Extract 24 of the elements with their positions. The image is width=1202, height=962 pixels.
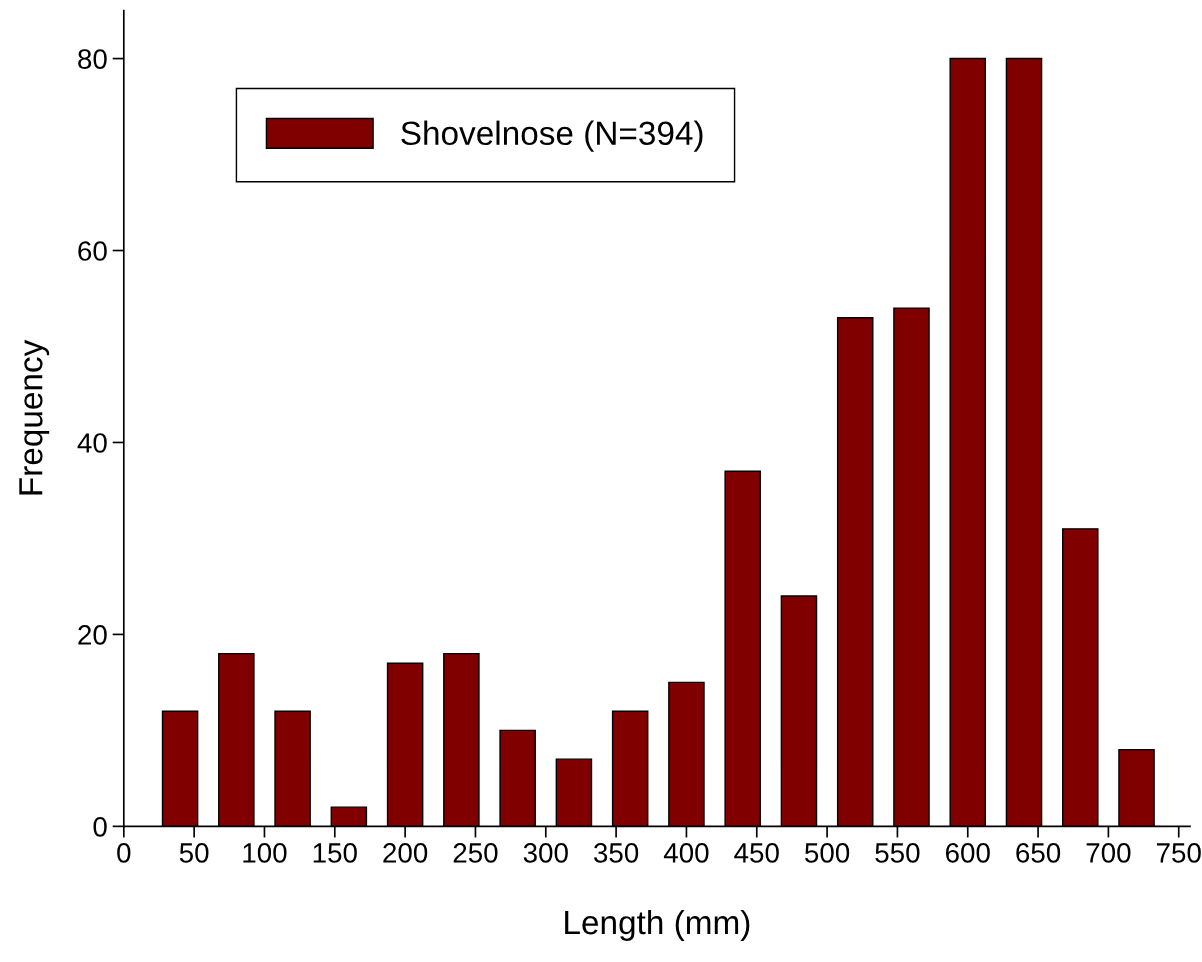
x-tick-label: 250 — [453, 843, 498, 863]
y-tick-label: 0 — [93, 817, 107, 837]
y-tick-label: 80 — [78, 49, 107, 69]
x-tick-label: 350 — [593, 843, 639, 863]
y-tick-label: 40 — [77, 433, 107, 453]
x-tick-label: 450 — [734, 843, 779, 863]
x-tick-label: 150 — [313, 843, 357, 863]
y-tick-label: 20 — [78, 625, 107, 645]
x-tick-label: 750 — [1156, 843, 1201, 863]
legend-label: Shovelnose (N=394) — [401, 120, 703, 152]
x-tick-label: 400 — [663, 843, 709, 863]
x-tick-label: 100 — [243, 843, 287, 863]
x-tick-label: 200 — [383, 843, 428, 863]
y-tick-label: 60 — [78, 241, 107, 261]
x-tick-label: 50 — [179, 843, 209, 863]
x-tick-label: 550 — [875, 843, 920, 863]
x-tick-label: 650 — [1016, 843, 1061, 863]
x-tick-label: 300 — [523, 843, 568, 863]
x-tick-label: 500 — [805, 843, 850, 863]
x-tick-label: 700 — [1086, 843, 1131, 863]
x-tick-label: 0 — [117, 843, 131, 863]
x-tick-label: 600 — [945, 843, 990, 863]
y-axis-title: Frequency — [19, 339, 50, 495]
x-axis-title: Length (mm) — [565, 909, 750, 941]
